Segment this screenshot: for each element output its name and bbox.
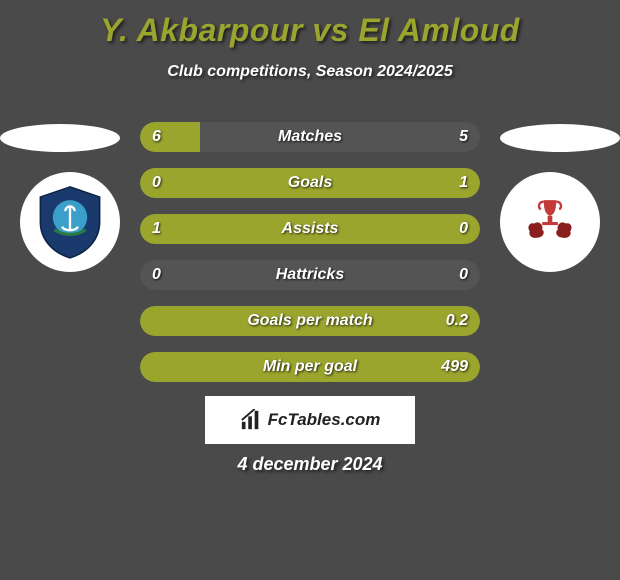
player-ellipse-left [0,124,120,152]
brand-badge: FcTables.com [205,396,415,444]
comparison-subtitle: Club competitions, Season 2024/2025 [0,63,620,81]
stat-label: Goals [140,168,480,198]
stat-row: 10Assists [140,214,480,244]
club-badge-left [20,172,120,272]
stat-label: Assists [140,214,480,244]
comparison-title: Y. Akbarpour vs El Amloud [0,0,620,49]
stat-row: 65Matches [140,122,480,152]
club-badge-right [500,172,600,272]
bar-chart-icon [240,409,262,431]
stat-label: Min per goal [140,352,480,382]
trophy-bulls-icon [511,183,589,261]
comparison-date: 4 december 2024 [0,454,620,475]
stat-row: 01Goals [140,168,480,198]
player-ellipse-right [500,124,620,152]
stats-rows: 65Matches 01Goals 10Assists 00Hattricks 0.2G… [140,122,480,398]
shield-anchor-icon [31,183,109,261]
stat-row: 0.2Goals per match [140,306,480,336]
brand-text: FcTables.com [268,410,381,430]
stat-label: Matches [140,122,480,152]
title-text: Y. Akbarpour vs El Amloud [100,12,520,48]
stat-label: Hattricks [140,260,480,290]
stat-row: 499Min per goal [140,352,480,382]
stat-label: Goals per match [140,306,480,336]
stat-row: 00Hattricks [140,260,480,290]
